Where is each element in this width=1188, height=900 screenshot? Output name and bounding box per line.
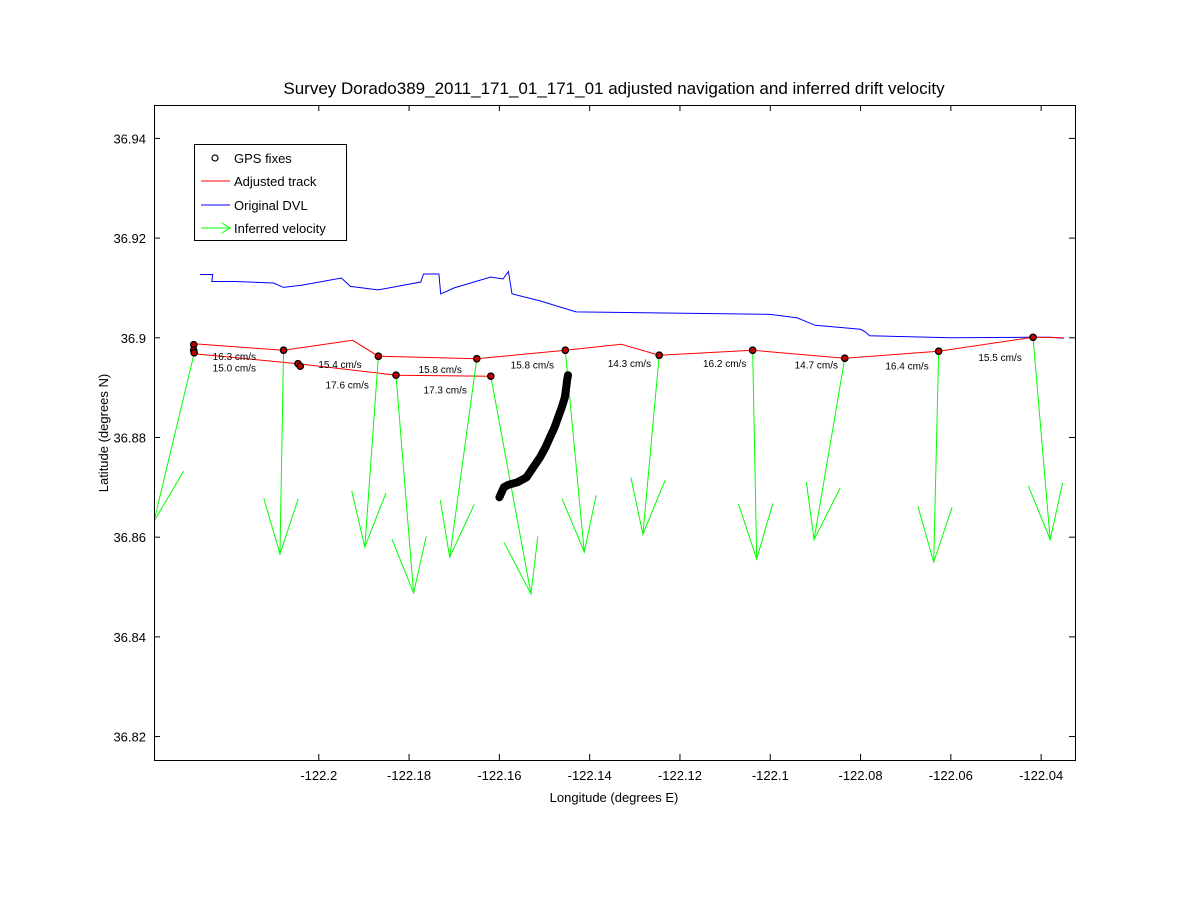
gps-fix-marker xyxy=(374,352,383,361)
gps-fix-marker xyxy=(934,347,943,356)
legend-gps-label: GPS fixes xyxy=(234,151,292,166)
gps-fix-marker xyxy=(190,348,199,357)
legend-dvl-label: Original DVL xyxy=(234,198,308,213)
x-tick-label: -122.18 xyxy=(387,768,431,783)
gps-fix-marker xyxy=(655,351,664,360)
gps-fix-marker xyxy=(486,372,495,381)
velocity-arrow-shaft xyxy=(395,375,415,594)
velocity-annotation: 16.2 cm/s xyxy=(703,359,746,370)
velocity-arrow-shaft xyxy=(933,351,940,563)
velocity-arrow-head xyxy=(1027,482,1064,542)
velocity-annotation: 14.3 cm/s xyxy=(608,359,651,370)
gps-fix-marker xyxy=(561,346,570,355)
velocity-arrow-head xyxy=(503,536,539,596)
velocity-arrow-head xyxy=(439,499,475,559)
x-tick-label: -122.04 xyxy=(1019,768,1063,783)
x-tick-label: -122.06 xyxy=(929,768,973,783)
black-trail xyxy=(495,371,572,502)
velocity-arrow-head xyxy=(805,482,841,542)
legend-velocity-label: Inferred velocity xyxy=(234,221,326,236)
y-tick-label: 36.86 xyxy=(113,530,146,545)
x-tick-label: -122.1 xyxy=(752,768,789,783)
axis-ticks: -122.2 -122.18 -122.16 -122.14 -122.12 -122.1… xyxy=(113,105,1075,783)
velocity-arrow-shaft xyxy=(752,350,758,560)
x-tick-label: -122.12 xyxy=(658,768,702,783)
velocity-annotation: 15.8 cm/s xyxy=(511,361,554,372)
gps-fix-marker xyxy=(279,346,288,355)
velocity-arrow-shaft xyxy=(642,355,660,535)
gps-fix-marker xyxy=(840,354,849,363)
legend-box xyxy=(194,144,347,241)
velocity-arrow-head xyxy=(154,471,185,523)
velocity-arrow-shaft xyxy=(154,353,195,522)
legend-adjusted-label: Adjusted track xyxy=(234,174,317,189)
y-tick-label: 36.84 xyxy=(113,630,146,645)
x-tick-label: -122.14 xyxy=(568,768,612,783)
chart-title: Survey Dorado389_2011_171_01_171_01 adju… xyxy=(283,79,945,98)
velocity-arrow-head xyxy=(263,498,299,556)
legend-velocity-arrowhead xyxy=(221,222,231,234)
velocity-arrow-shaft xyxy=(279,350,285,555)
adjusted-track-line xyxy=(194,336,1064,360)
velocity-annotation: 16.4 cm/s xyxy=(885,362,928,373)
x-tick-label: -122.16 xyxy=(477,768,521,783)
velocity-annotation: 15.5 cm/s xyxy=(978,353,1021,364)
velocity-arrow-shaft xyxy=(364,356,379,548)
gps-fix-marker xyxy=(1029,333,1037,342)
velocity-annotation: 15.4 cm/s xyxy=(318,360,361,371)
velocity-arrow-head xyxy=(738,503,774,561)
y-tick-label: 36.88 xyxy=(113,430,146,445)
axes-box xyxy=(154,105,1076,761)
y-axis-label: Latitude (degrees N) xyxy=(96,374,111,493)
adjusted-track-line xyxy=(194,353,491,377)
gps-fix-marker xyxy=(472,354,481,363)
x-axis-label: Longitude (degrees E) xyxy=(550,790,679,805)
velocity-arrow-shaft xyxy=(449,358,478,558)
legend-gps-marker xyxy=(211,154,219,162)
velocity-annotation: 15.8 cm/s xyxy=(419,365,462,376)
velocity-annotation: 17.6 cm/s xyxy=(326,381,369,392)
velocity-arrow-head xyxy=(351,490,387,549)
velocity-arrow-head xyxy=(391,536,427,595)
velocity-arrow-head xyxy=(561,495,597,554)
y-tick-label: 36.92 xyxy=(113,231,146,246)
legend: GPS fixes Adjusted track Original DVL In… xyxy=(194,144,347,241)
x-tick-label: -122.2 xyxy=(300,768,337,783)
x-tick-label: -122.08 xyxy=(839,768,883,783)
velocity-annotation: 17.3 cm/s xyxy=(424,386,467,397)
velocity-arrow-head xyxy=(917,506,953,564)
gps-fix-marker xyxy=(392,371,400,380)
y-tick-label: 36.82 xyxy=(113,730,146,745)
gps-fix-marker xyxy=(748,346,757,355)
dvl-track-line xyxy=(200,270,1064,339)
velocity-arrow-head xyxy=(630,477,666,536)
y-tick-label: 36.9 xyxy=(121,331,146,346)
velocity-arrow-shaft xyxy=(1032,337,1051,540)
gps-fix-marker xyxy=(296,362,305,371)
plot-area: 16.3 cm/s15.0 cm/s 15.4 cm/s 17.6 cm/s 15.8… xyxy=(154,270,1064,596)
velocity-annotation: 15.0 cm/s xyxy=(213,364,256,375)
velocity-arrow-shaft xyxy=(813,358,846,540)
velocity-annotation: 16.3 cm/s xyxy=(213,352,256,363)
velocity-annotation: 14.7 cm/s xyxy=(795,361,838,372)
y-tick-label: 36.94 xyxy=(113,131,146,146)
